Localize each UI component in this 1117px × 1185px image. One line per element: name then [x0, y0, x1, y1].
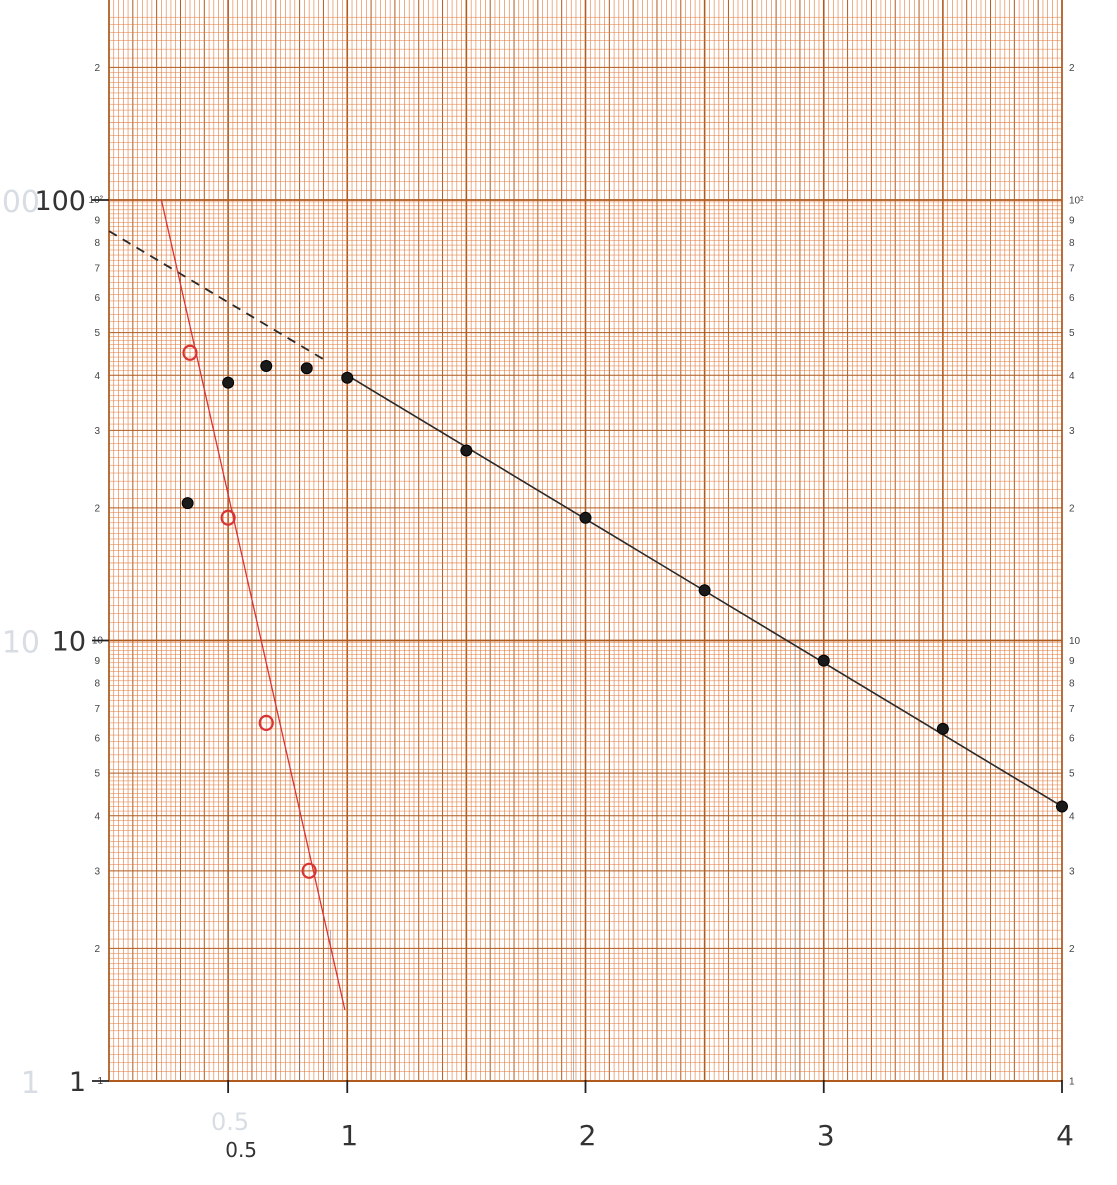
- printed-minor-label-left: 8: [94, 238, 100, 249]
- printed-minor-label-left: 6: [94, 734, 100, 745]
- printed-minor-label-left: 3: [94, 866, 100, 877]
- data-point-filled: [460, 444, 473, 457]
- printed-minor-label-right: 6: [1069, 734, 1075, 745]
- printed-minor-label-right: 8: [1069, 238, 1075, 249]
- x-tick-label: 1: [340, 1119, 358, 1152]
- data-point-filled: [579, 511, 592, 524]
- printed-minor-label-left: 7: [94, 264, 100, 275]
- data-point-open-circle: [258, 714, 274, 732]
- printed-minor-label-left: 8: [94, 679, 100, 690]
- data-point-open-circle: [220, 509, 236, 526]
- printed-minor-label-left: 6: [94, 293, 100, 304]
- printed-minor-label-left: 2: [94, 63, 100, 74]
- data-point-filled: [936, 722, 949, 735]
- printed-minor-label-right: 4: [1069, 371, 1075, 382]
- printed-minor-label-left: 2: [94, 503, 100, 514]
- y-tick-label: 10: [52, 627, 86, 658]
- data-point-filled: [1056, 800, 1068, 813]
- printed-minor-label-right: 5: [1069, 328, 1075, 339]
- printed-minor-label-left: 7: [94, 704, 100, 715]
- printed-minor-labels: 2 2 3 3 4 4 5 5 6 6 7 7 8 8 9 9 2 2 3 3 4 4 5 5 6 6 7 7 8 8 9 9 2 2 1 10 10²…: [89, 63, 1085, 1088]
- data-point-filled: [181, 497, 194, 510]
- x-tick-label: 4: [1056, 1119, 1074, 1152]
- printed-minor-label-right: 2: [1069, 63, 1075, 74]
- printed-minor-label-right: 2: [1069, 944, 1075, 955]
- data-point-filled: [817, 654, 830, 667]
- printed-decade-label-right: 10²: [1069, 196, 1084, 207]
- printed-decade-label-right: 10: [1069, 636, 1081, 647]
- data-point-filled: [222, 376, 235, 389]
- ghost-y-label: 10: [2, 626, 40, 661]
- printed-minor-label-right: 7: [1069, 704, 1075, 715]
- ghost-x-label: 0.5: [211, 1108, 249, 1136]
- printed-minor-label-left: 3: [94, 426, 100, 437]
- printed-minor-label-left: 5: [94, 328, 100, 339]
- y-tick-label: 100: [34, 186, 86, 217]
- drop-lines: [299, 512, 796, 1081]
- data-point-filled: [300, 362, 313, 375]
- extrapolated-dashed-line: [108, 230, 324, 361]
- x-tick-label: 0.5: [225, 1138, 257, 1162]
- axis-labels: 0.5 1 2 3 4 100 10 1: [34, 186, 1073, 1162]
- printed-minor-label-left: 2: [94, 944, 100, 955]
- data-points: [181, 344, 1068, 879]
- x-tick-label: 2: [579, 1119, 597, 1152]
- ghost-y-label: 1: [21, 1066, 40, 1101]
- printed-minor-label-left: 9: [94, 656, 100, 667]
- printed-minor-label-right: 2: [1069, 503, 1075, 514]
- data-point-open-circle: [301, 862, 317, 879]
- x-tick-label: 3: [817, 1119, 835, 1152]
- data-point-filled: [260, 359, 273, 372]
- printed-minor-label-right: 7: [1069, 264, 1075, 275]
- printed-minor-label-right: 5: [1069, 769, 1075, 780]
- y-tick-label: 1: [69, 1067, 86, 1098]
- data-point-open-circle: [182, 344, 198, 361]
- printed-minor-label-right: 8: [1069, 679, 1075, 690]
- ghost-y-label: 100: [0, 185, 40, 220]
- ghost-axis-labels: 100 10 1 0.5: [0, 185, 249, 1136]
- printed-minor-label-right: 6: [1069, 293, 1075, 304]
- printed-minor-label-right: 3: [1069, 426, 1075, 437]
- printed-minor-label-left: 9: [94, 216, 100, 227]
- printed-minor-label-left: 4: [94, 811, 100, 822]
- printed-minor-label-right: 9: [1069, 656, 1075, 667]
- data-point-filled: [341, 371, 354, 384]
- printed-minor-label-left: 4: [94, 371, 100, 382]
- printed-minor-label-right: 9: [1069, 216, 1075, 227]
- data-point-filled: [698, 584, 711, 597]
- printed-minor-label-left: 5: [94, 769, 100, 780]
- printed-decade-label-right: 1: [1069, 1077, 1075, 1088]
- printed-minor-label-right: 3: [1069, 866, 1075, 877]
- printed-minor-label-right: 4: [1069, 811, 1075, 822]
- graph-paper-grid: [108, 0, 1063, 1082]
